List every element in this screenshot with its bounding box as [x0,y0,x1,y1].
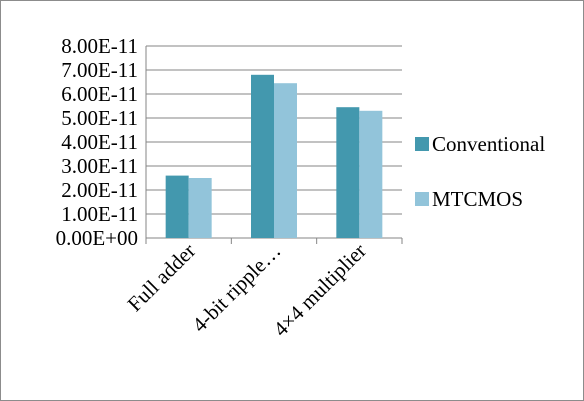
legend-swatch-conventional [415,137,429,151]
bar-mtcmos-0 [188,178,212,238]
y-tick-label: 1.00E-11 [61,202,138,226]
y-tick-label: 0.00E+00 [56,226,138,250]
y-tick-label: 4.00E-11 [61,130,138,154]
bar-conventional-2 [336,107,360,238]
bar-conventional-0 [165,175,189,238]
legend-label-mtcmos: MTCMOS [432,187,523,211]
legend-label-conventional: Conventional [432,132,545,156]
y-tick-label: 2.00E-11 [61,178,138,202]
bar-mtcmos-1 [274,83,297,238]
y-tick-label: 7.00E-11 [61,58,138,82]
y-tick-label: 5.00E-11 [61,106,138,130]
x-category-label: Full adder [123,239,201,317]
bar-conventional-1 [251,74,274,238]
legend-swatch-mtcmos [415,192,429,206]
y-tick-label: 3.00E-11 [61,154,138,178]
y-tick-label: 6.00E-11 [61,82,138,106]
bar-mtcmos-2 [359,110,383,238]
y-tick-label: 8.00E-11 [61,34,138,58]
